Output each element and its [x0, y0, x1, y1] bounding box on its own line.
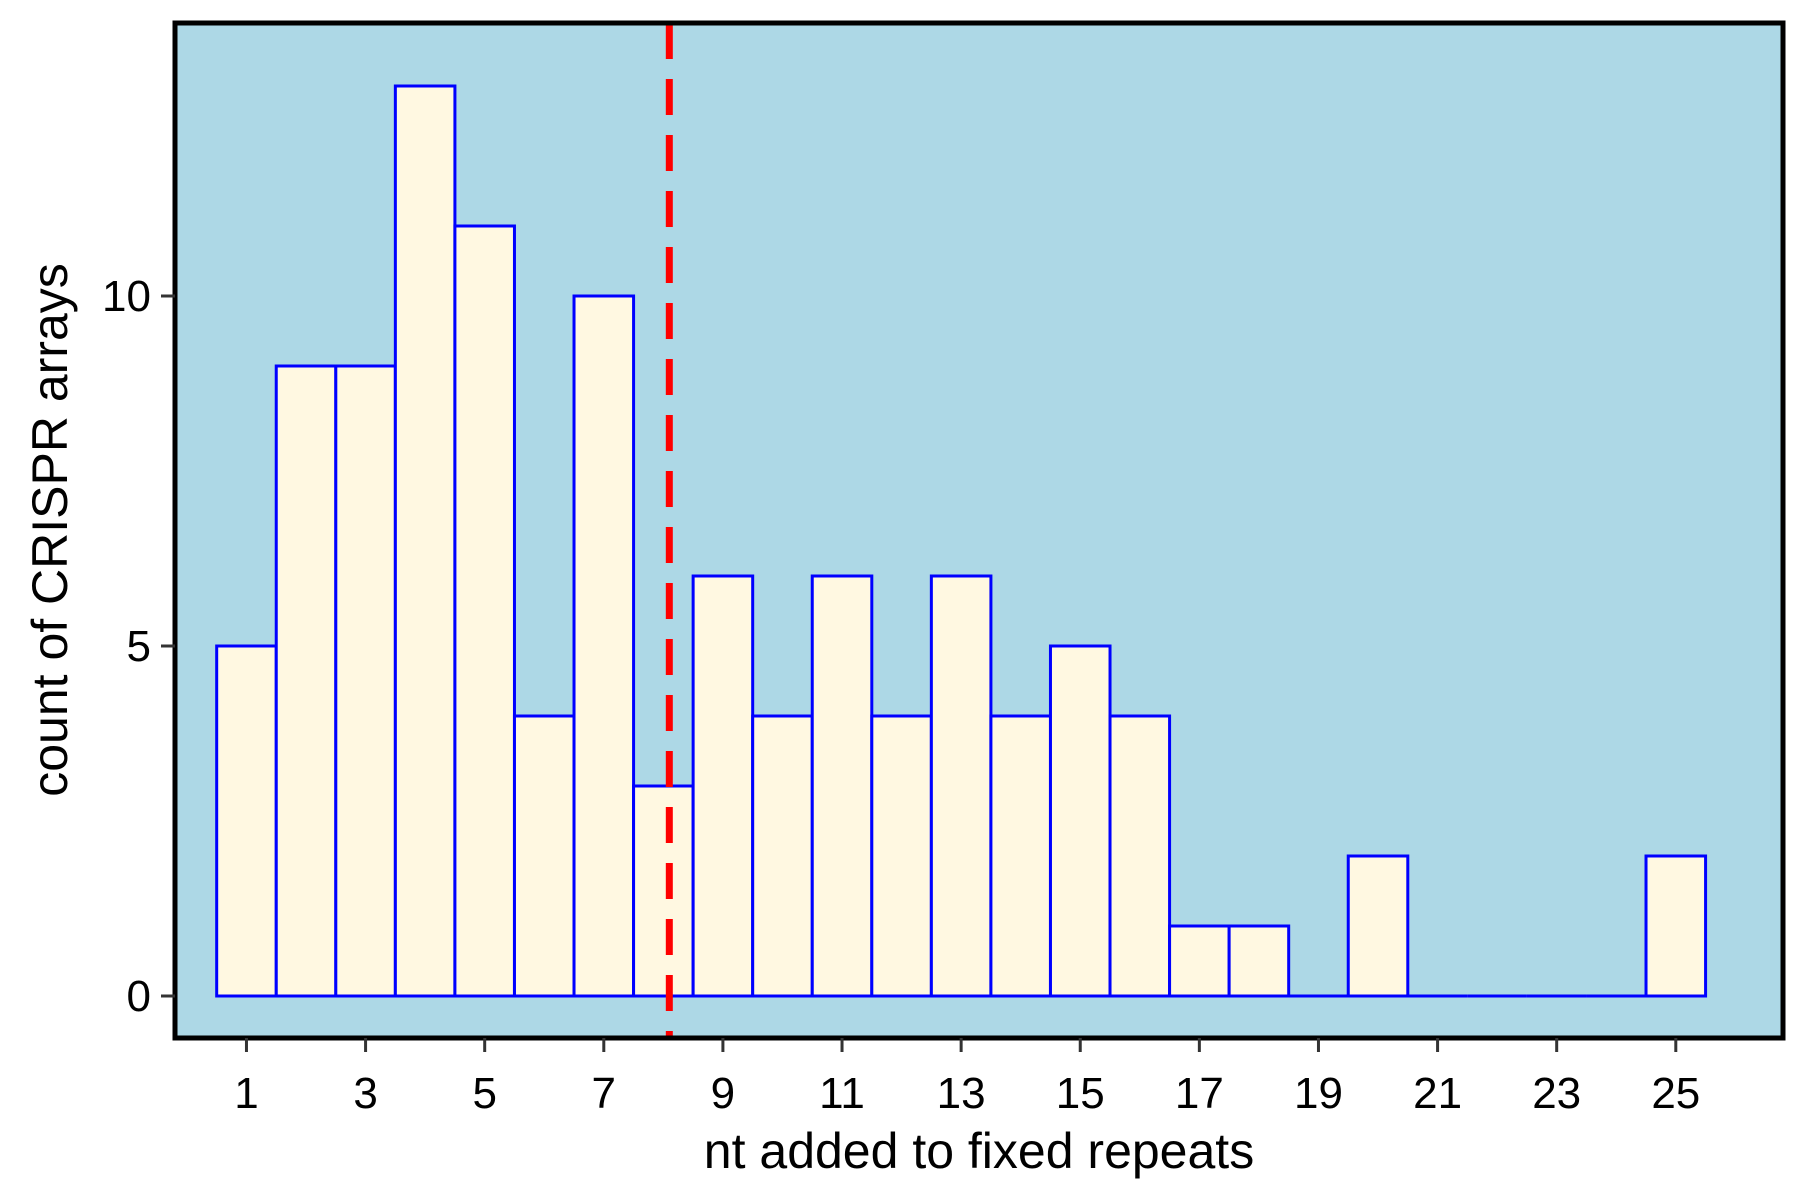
histogram-bar: [1168, 924, 1231, 998]
histogram-bar: [810, 574, 874, 998]
histogram-bar: [1644, 854, 1708, 998]
y-tick-label: 10: [102, 272, 151, 321]
x-tick-label: 9: [711, 1069, 735, 1118]
histogram-bar: [512, 714, 576, 998]
histogram-bar: [751, 714, 814, 998]
x-tick-label: 1: [234, 1069, 258, 1118]
x-tick-label: 13: [937, 1069, 986, 1118]
x-tick-label: 23: [1532, 1069, 1581, 1118]
x-tick-label: 7: [592, 1069, 616, 1118]
histogram-bar: [691, 574, 755, 998]
histogram-bar: [1346, 854, 1410, 998]
y-tick-label: 0: [127, 972, 151, 1021]
y-axis-title: count of CRISPR arrays: [22, 263, 78, 797]
histogram-bar: [989, 714, 1052, 998]
histogram-bar: [632, 784, 695, 998]
histogram-bar: [453, 224, 516, 998]
x-tick-label: 5: [472, 1069, 496, 1118]
x-tick-label: 19: [1294, 1069, 1343, 1118]
histogram-bar: [274, 364, 338, 998]
bars-group: [215, 84, 1708, 998]
y-axis-ticks: 0 5 10: [102, 272, 175, 1021]
histogram-bar: [334, 364, 397, 998]
histogram-bar: [1108, 714, 1172, 998]
y-tick-label: 5: [127, 622, 151, 671]
x-axis-title: nt added to fixed repeats: [704, 1123, 1254, 1179]
x-tick-label: 11: [819, 1069, 865, 1118]
histogram-bar: [393, 84, 457, 998]
histogram-bar: [1048, 644, 1112, 998]
histogram-bar: [929, 574, 993, 998]
histogram-bar: [572, 294, 636, 998]
histogram-bar: [1227, 924, 1291, 998]
x-tick-label: 21: [1413, 1069, 1462, 1118]
x-axis-ticks: 1 3 5 7 9 11 13 15 17 19 21 23 25: [234, 1038, 1700, 1118]
plot-frame: [172, 20, 1786, 1041]
x-tick-label: 25: [1651, 1069, 1700, 1118]
x-tick-label: 3: [353, 1069, 377, 1118]
x-tick-label: 17: [1175, 1069, 1224, 1118]
histogram-bar: [215, 644, 278, 998]
histogram-bar: [870, 714, 933, 998]
x-tick-label: 15: [1056, 1069, 1105, 1118]
